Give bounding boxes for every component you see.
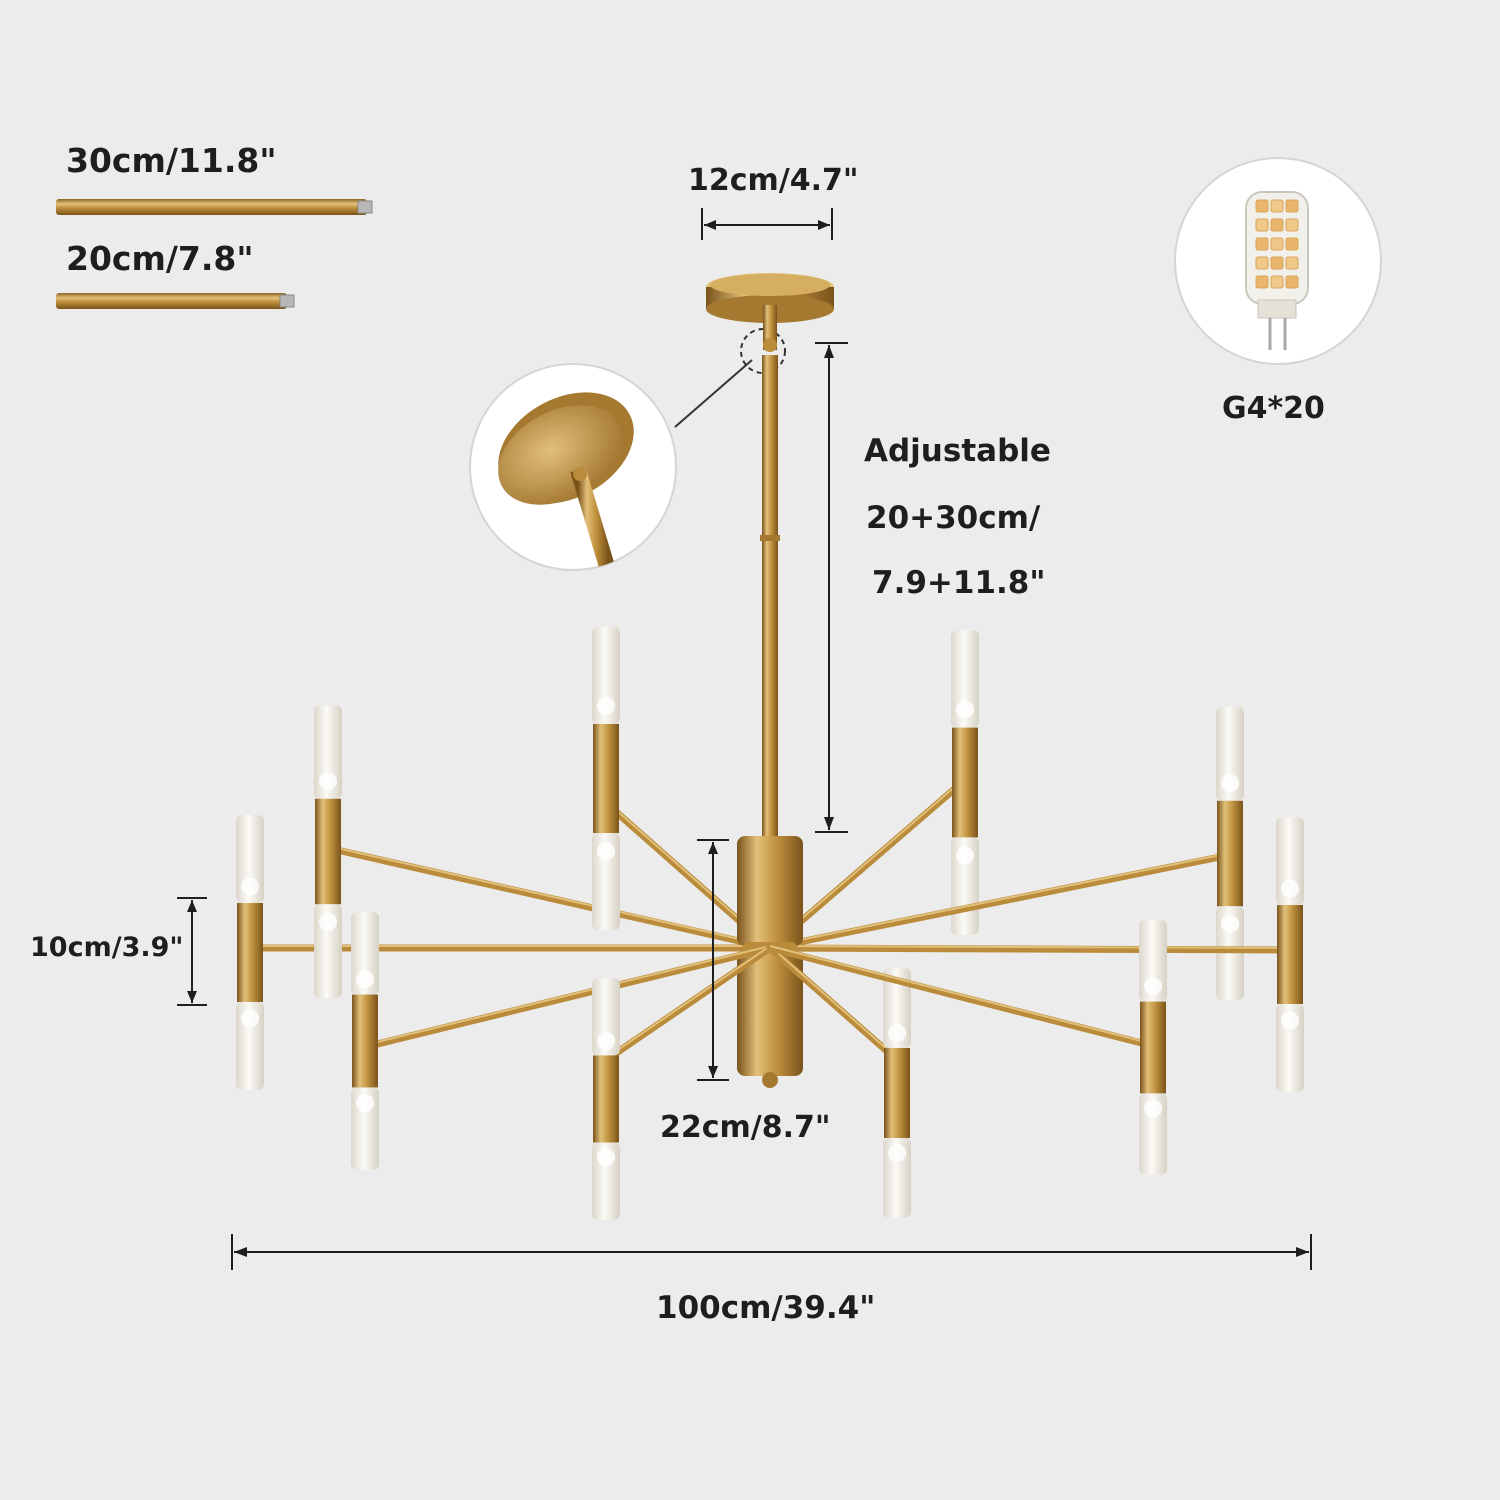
chandelier-front-arms [351, 912, 1167, 1220]
lamp-arm [766, 944, 911, 1218]
overall-width-dimension [231, 1234, 1312, 1270]
lamp-holder [593, 1055, 619, 1143]
lamp-arm [766, 707, 1244, 1000]
rod-30cm-label: 30cm/11.8" [66, 141, 277, 180]
diffuser-bottom [592, 833, 620, 930]
lamp-holder [952, 727, 978, 838]
lamp-arm [766, 817, 1304, 1092]
g4-bulb-image [1174, 157, 1382, 365]
lamp-holder [1277, 905, 1303, 1004]
arm-height-label: 10cm/3.9" [30, 932, 184, 963]
canopy-joint-zoom-inset [469, 328, 786, 571]
lamp-arm [314, 705, 774, 998]
chandelier-arms [236, 627, 1304, 1092]
diffuser-top [1216, 707, 1244, 801]
diffuser-top [314, 705, 342, 799]
dimension-lines [177, 208, 1312, 1270]
diffuser-bottom [314, 904, 342, 998]
downrod-adjustable-label-line1: Adjustable [864, 433, 1051, 469]
ceiling-canopy [706, 273, 834, 323]
bulb-type-label: G4*20 [1222, 391, 1325, 426]
body-height-dimension [697, 839, 729, 1081]
lamp-holder [237, 903, 263, 1002]
diffuser-top [951, 630, 979, 728]
arm-height-dimension [177, 897, 207, 1006]
rod-30cm [56, 199, 373, 215]
rod-20cm-label: 20cm/7.8" [66, 239, 254, 278]
lamp-holder [352, 994, 378, 1088]
lamp-holder [1140, 1001, 1166, 1094]
central-body [737, 836, 803, 1088]
body-height-label: 22cm/8.7" [660, 1110, 831, 1145]
lamp-holder [884, 1048, 910, 1138]
lamp-holder [1217, 800, 1243, 907]
rod-20cm [56, 293, 295, 309]
canopy-width-dimension [701, 208, 833, 240]
downrod-adjustable-label-line2: 20+30cm/ [866, 500, 1041, 536]
downrod-adjustable-label-line3: 7.9+11.8" [872, 565, 1046, 601]
lamp-arm [766, 920, 1167, 1175]
downrod [760, 305, 780, 840]
diffuser-top [592, 627, 620, 724]
lamp-holder [315, 798, 341, 905]
lamp-arm [592, 944, 774, 1220]
lamp-arm [351, 912, 774, 1170]
downrod-length-dimension [815, 342, 848, 833]
overall-width-label: 100cm/39.4" [656, 1290, 876, 1326]
canopy-width-label: 12cm/4.7" [688, 163, 859, 198]
lamp-holder [593, 723, 619, 834]
